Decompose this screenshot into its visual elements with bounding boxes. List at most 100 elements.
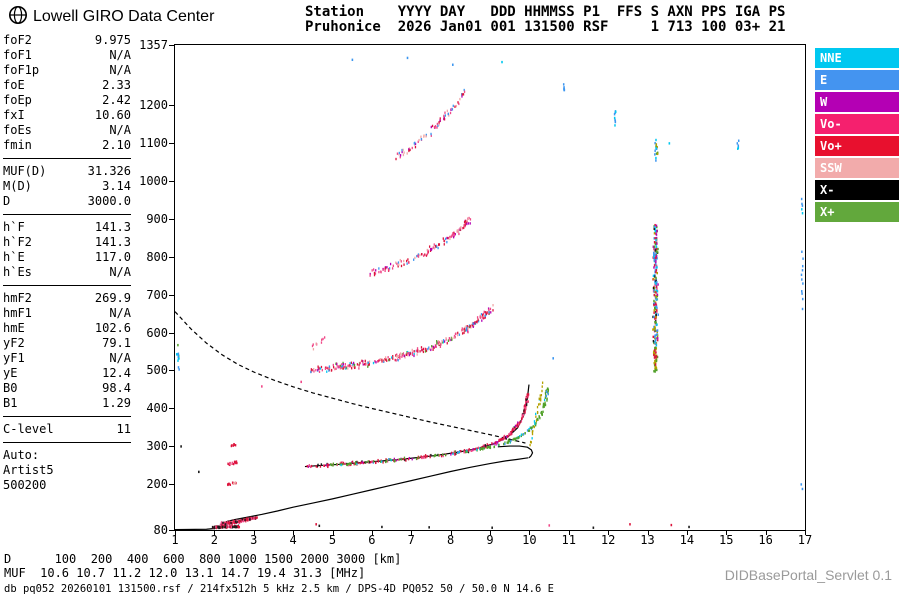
param-row: foF1 N/A (3, 48, 131, 63)
x-axis-label: 8 (447, 533, 455, 547)
x-axis-tick (568, 531, 570, 535)
x-axis-label: 14 (679, 533, 695, 547)
x-axis-label: 16 (758, 533, 773, 547)
y-axis-label: 300 (146, 439, 168, 454)
y-axis-label: 1100 (139, 135, 168, 150)
x-axis-tick (253, 531, 255, 535)
param-value: N/A (109, 351, 131, 365)
station-header-line1: Station YYYY DAY DDD HHMMSS P1 FFS S AXN… (305, 4, 786, 20)
legend: NNE E W Vo- Vo+ SSW X- X+ (815, 48, 899, 224)
x-axis-tick (608, 531, 610, 535)
x-axis-label: 5 (328, 533, 337, 547)
lowell-giro-logo: Lowell GIRO Data Center (8, 5, 214, 29)
muf-row: MUF 10.6 10.7 11.2 12.0 13.1 14.7 19.4 3… (4, 566, 366, 580)
param-row: B1 1.29 (3, 396, 131, 411)
x-axis-tick (411, 531, 413, 535)
y-axis-label: 1200 (139, 97, 168, 112)
y-axis-label: 200 (146, 477, 168, 492)
param-label: Artist5 (3, 463, 54, 477)
legend-item-E: E (815, 70, 899, 90)
param-label: fmin (3, 138, 32, 152)
param-label: hmF2 (3, 291, 32, 305)
param-group: h`F 141.3 h`F2 141.3 h`E 117.0 h`Es N/A (3, 214, 131, 285)
param-row: yF2 79.1 (3, 336, 131, 351)
param-value: 10.60 (94, 108, 131, 122)
x-axis-label: 2 (210, 533, 218, 547)
param-label: hmE (3, 321, 25, 335)
x-axis-tick (450, 531, 452, 535)
legend-item-W: W (815, 92, 899, 112)
param-group: foF2 9.975 foF1 N/A foF1p N/A foE 2.33 foEp 2.42 f… (3, 28, 131, 158)
param-value: 269.9 (94, 291, 131, 305)
x-axis-label: 3 (250, 533, 258, 547)
x-axis-tick (686, 531, 688, 535)
x-axis-tick (332, 531, 334, 535)
param-label: foEp (3, 93, 32, 107)
param-row: foF1p N/A (3, 63, 131, 78)
legend-item-Vo-: Vo- (815, 114, 899, 134)
param-value: N/A (109, 265, 131, 279)
x-axis-tick (647, 531, 649, 535)
ionogram-canvas (175, 45, 805, 530)
param-row: Artist5 (3, 463, 131, 478)
param-group: C-level 11 (3, 416, 131, 442)
x-axis-tick (805, 531, 806, 535)
param-row: yE 12.4 (3, 366, 131, 381)
param-value: 31.326 (87, 164, 131, 178)
param-label: yF1 (3, 351, 25, 365)
param-value: 3.14 (102, 179, 131, 193)
param-row: h`F2 141.3 (3, 235, 131, 250)
param-value: 1.29 (102, 396, 131, 410)
param-label: foEs (3, 123, 32, 137)
param-value: N/A (109, 123, 131, 137)
globe-icon (8, 5, 28, 29)
x-axis-label: 9 (486, 533, 494, 547)
param-row: foEp 2.42 (3, 93, 131, 108)
param-value: 98.4 (102, 381, 131, 395)
x-axis-tick (371, 531, 373, 535)
param-value: 3000.0 (87, 194, 131, 208)
param-row: h`F 141.3 (3, 220, 131, 235)
param-value: 117.0 (94, 250, 131, 264)
param-row: fxI 10.60 (3, 108, 131, 123)
param-label: D (3, 194, 11, 208)
x-axis-label: 11 (561, 533, 576, 547)
x-axis-tick (726, 531, 728, 535)
param-label: h`F2 (3, 235, 32, 249)
x-axis-label: 7 (407, 533, 415, 547)
param-row: foE 2.33 (3, 78, 131, 93)
param-label: h`E (3, 250, 25, 264)
x-axis-tick (293, 531, 295, 535)
param-label: B0 (3, 381, 18, 395)
param-label: B1 (3, 396, 18, 410)
brand-title: Lowell GIRO Data Center (33, 8, 215, 25)
param-group: Auto: Artist5 500200 (3, 442, 131, 498)
param-value: N/A (109, 48, 131, 62)
x-axis-label: 17 (797, 533, 813, 547)
y-axis-label: 1000 (139, 173, 168, 188)
x-axis-tick (214, 531, 216, 535)
station-header: Station YYYY DAY DDD HHMMSS P1 FFS S AXN… (305, 5, 785, 35)
param-label: yF2 (3, 336, 25, 350)
param-value: 141.3 (94, 220, 131, 234)
x-axis-tick (175, 531, 176, 535)
param-group: hmF2 269.9 hmF1 N/A hmE 102.6 yF2 79.1 yF1 N/A yE 1… (3, 285, 131, 416)
param-row: hmE 102.6 (3, 321, 131, 336)
param-label: hmF1 (3, 306, 32, 320)
param-row: hmF1 N/A (3, 306, 131, 321)
param-label: foF2 (3, 33, 32, 47)
param-label: foF1 (3, 48, 32, 62)
param-label: 500200 (3, 478, 47, 492)
param-row: B0 98.4 (3, 381, 131, 396)
param-value: 141.3 (94, 235, 131, 249)
legend-item-SSW: SSW (815, 158, 899, 178)
x-axis-label: 15 (719, 533, 734, 547)
param-row: MUF(D) 31.326 (3, 164, 131, 179)
param-row: h`Es N/A (3, 265, 131, 280)
y-axis-label: 500 (146, 363, 168, 378)
param-panel: foF2 9.975 foF1 N/A foF1p N/A foE 2.33 foEp 2.42 f… (3, 28, 131, 498)
legend-item-X-: X- (815, 180, 899, 200)
legend-item-Vo+: Vo+ (815, 136, 899, 156)
param-value: 11 (116, 422, 131, 436)
param-label: M(D) (3, 179, 32, 193)
